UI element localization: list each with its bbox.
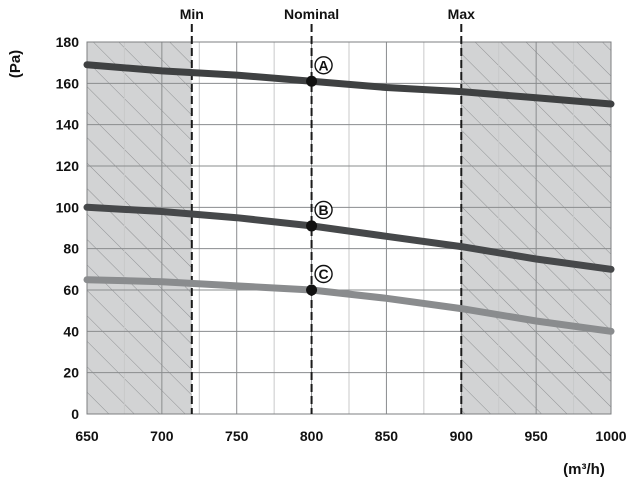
series-line-2	[83, 203, 615, 273]
series-lines	[83, 61, 615, 335]
y-tick-label: 80	[63, 241, 79, 257]
reference-label-min: Min	[180, 6, 204, 22]
x-tick-label: 800	[300, 428, 324, 444]
y-tick-label: 40	[63, 323, 79, 339]
x-tick-label: 850	[375, 428, 399, 444]
y-tick-label: 100	[56, 199, 80, 215]
point-label-circle-c	[314, 264, 333, 284]
x-tick-label: 950	[524, 428, 548, 444]
series-line-1	[83, 61, 615, 108]
x-tick-label: 750	[225, 428, 249, 444]
series-line-3	[83, 276, 615, 335]
y-unit-label: (Pa)	[7, 50, 24, 78]
operating-point-b	[306, 220, 318, 232]
x-tick-label: 700	[150, 428, 174, 444]
operating-points: A B C	[306, 56, 333, 296]
y-tick-label: 20	[63, 365, 79, 381]
plot-frame	[86, 41, 612, 415]
reference-lines: Min Nominal Max	[180, 6, 475, 414]
y-tick-label: 120	[56, 158, 80, 174]
y-tick-label: 140	[56, 117, 80, 133]
operating-point-c	[306, 284, 318, 296]
point-label-b: B	[319, 202, 329, 218]
point-label-circle-b	[314, 200, 333, 220]
operating-point-a	[306, 75, 318, 87]
y-tick-label: 180	[56, 34, 80, 50]
point-label-c: C	[319, 266, 329, 282]
axes: 0 20 40 60 80 100 120 140 160 180 650 700 750 800 850 9…	[56, 34, 627, 444]
x-unit-label: (m³/h)	[563, 461, 605, 478]
point-label-circle-a	[314, 56, 333, 75]
y-tick-label: 60	[63, 282, 79, 298]
y-tick-label: 160	[56, 75, 80, 91]
reference-label-nominal: Nominal	[284, 6, 339, 22]
shaded-range-1	[87, 42, 192, 414]
x-tick-label: 1000	[595, 428, 626, 444]
x-tick-label: 650	[75, 428, 99, 444]
point-label-a: A	[319, 57, 329, 73]
reference-label-max: Max	[448, 6, 475, 22]
y-tick-label: 0	[71, 406, 79, 422]
x-tick-label: 900	[450, 428, 474, 444]
